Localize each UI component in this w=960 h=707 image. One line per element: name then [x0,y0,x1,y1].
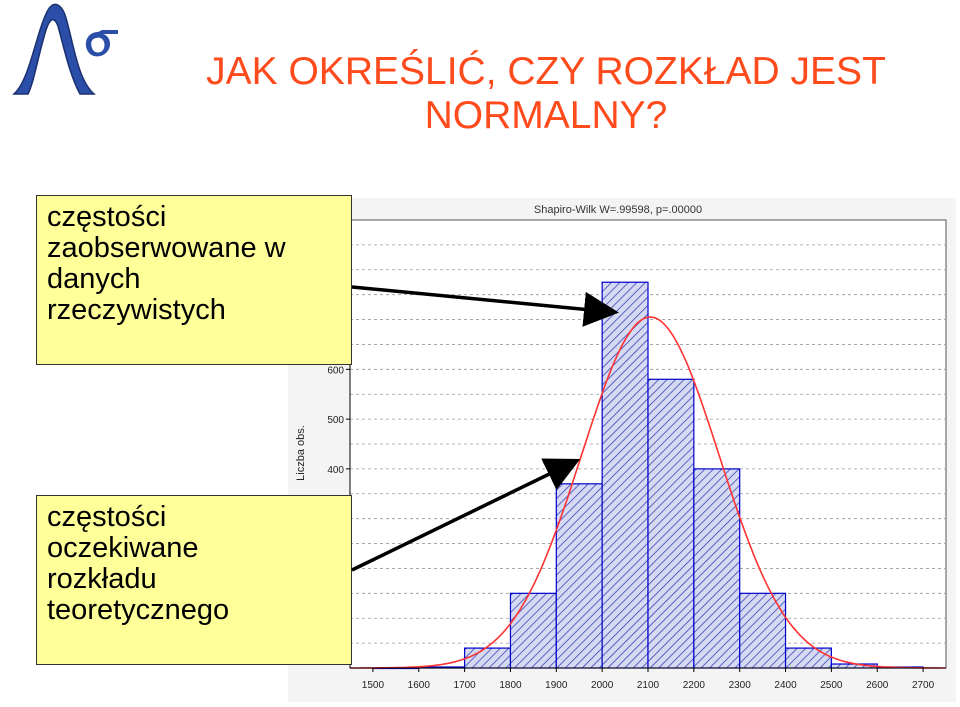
callout-line: danych [47,263,141,295]
callout-line: rozkładu [47,563,157,595]
y-tick-label: 500 [327,415,344,426]
x-tick-label: 2600 [866,680,889,691]
histogram-svg: 1500 1600 1700 1800 1900 2000 2100 2200 2300 2400… [295,204,947,691]
expected-frequencies-callout: częstości oczekiwane rozkładu teoretyczn… [36,495,352,665]
callout-line: rzeczywistych [47,294,226,326]
x-tick-label: 2400 [774,680,797,691]
x-tick-label: 1900 [545,680,568,691]
x-tick-label: 2200 [683,680,706,691]
x-tick-label: 2500 [820,680,843,691]
callout-line: częstości [47,201,167,233]
callout-line: częstości [47,501,167,533]
histogram-bar [509,592,557,669]
y-tick-label: 600 [327,365,344,376]
histogram-chart: 1500 1600 1700 1800 1900 2000 2100 2200 2300 2400… [288,198,956,702]
callout-line: teoretycznego [47,594,230,626]
observed-frequencies-callout: częstości zaobserwowane w danych rzeczyw… [36,195,352,365]
histogram-bar [784,647,832,669]
histogram-bar [693,468,741,669]
x-tick-label: 2100 [637,680,660,691]
callout-line: oczekiwane [47,532,199,564]
y-tick-label: 400 [327,465,344,476]
x-tick-label: 1500 [362,680,385,691]
x-tick-label: 1800 [499,680,522,691]
callout-line: zaobserwowane w [47,232,286,264]
x-tick-label: 1600 [408,680,431,691]
y-axis-label: Liczba obs. [295,425,307,481]
x-tick-label: 1700 [453,680,476,691]
expected-normal-curve [350,316,946,669]
chart-title: Shapiro-Wilk W=.99598, p=.00000 [534,204,702,216]
x-tick-label: 2300 [729,680,752,691]
histogram-bar [601,281,649,669]
page-title: JAK OKREŚLIĆ, CZY ROZKŁAD JEST NORMALNY? [206,50,886,137]
lambda-sigma-logo-icon [12,3,118,95]
x-tick-label: 2000 [591,680,614,691]
x-tick-label: 2700 [912,680,935,691]
histogram-bar [739,592,787,669]
histogram-bar [464,647,512,669]
histogram-bar [647,378,695,669]
